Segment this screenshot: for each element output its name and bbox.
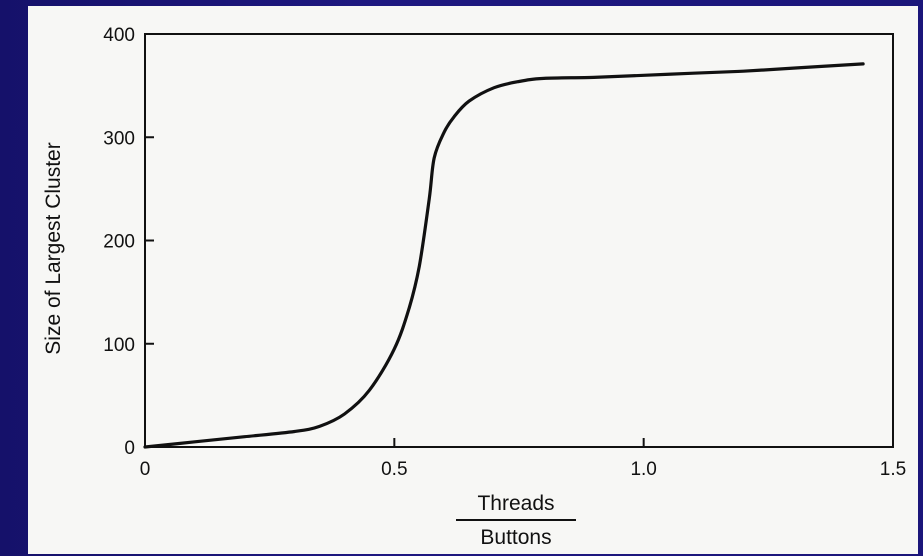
x-tick-label: 0 [140,459,151,480]
x-axis-label-numerator: Threads [477,492,554,515]
y-tick-label: 300 [103,128,135,149]
x-axis-label-denominator: Buttons [480,526,551,549]
y-tick-label: 100 [103,335,135,356]
y-axis-label: Size of Largest Cluster [42,142,65,354]
series-line [143,62,865,449]
axes [144,33,894,448]
x-tick-label: 1.0 [630,459,656,480]
plot-frame [144,33,894,448]
y-tick-label: 200 [103,232,135,253]
x-tick-label: 1.5 [880,459,906,480]
x-tick-label: 0.5 [381,459,407,480]
y-tick-label: 0 [124,438,135,459]
ticks: 0 100 200 300 400 0 0.5 1.0 1.5 [103,25,906,480]
series-layer [143,62,865,449]
y-tick-label: 400 [103,25,135,46]
